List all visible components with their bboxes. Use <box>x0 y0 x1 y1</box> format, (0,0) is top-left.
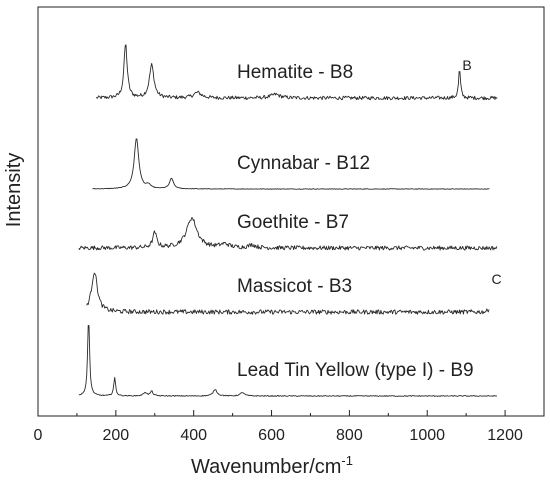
x-tick-label: 200 <box>102 427 129 444</box>
x-tick-label: 1000 <box>409 427 445 444</box>
series-line-3 <box>86 272 490 315</box>
x-tick-label: 0 <box>34 427 43 444</box>
series-line-0 <box>96 44 498 101</box>
series-label-1: Cynnabar - B12 <box>237 153 370 174</box>
x-tick-label: 600 <box>258 427 285 444</box>
series-line-1 <box>92 138 490 190</box>
series-label-2: Goethite - B7 <box>237 212 349 233</box>
series-line-2 <box>78 217 498 251</box>
x-tick-label: 400 <box>180 427 207 444</box>
series-label-3: Massicot - B3 <box>237 276 352 297</box>
x-tick-label: 800 <box>336 427 363 444</box>
peak-annotation: B <box>462 57 471 73</box>
axes-box <box>37 6 545 417</box>
y-axis-title: Intensity <box>3 153 25 227</box>
x-axis-title: Wavenumber/cm-1 <box>191 453 353 478</box>
series-label-4: Lead Tin Yellow (type I) - B9 <box>237 360 474 381</box>
x-axis-title-superscript: -1 <box>341 453 353 468</box>
plot-frame <box>37 6 545 417</box>
x-axis-title-text: Wavenumber/cm <box>191 456 341 478</box>
series-label-0: Hematite - B8 <box>237 62 353 83</box>
peak-annotation: C <box>492 271 502 287</box>
series-line-4 <box>78 324 497 397</box>
x-tick-label: 1200 <box>487 427 523 444</box>
series-layer: Hematite - B8 B Cynnabar - B12 Goethite - B… <box>78 44 502 397</box>
x-axis: 0 200 400 600 800 1000 1200 <box>34 410 523 444</box>
